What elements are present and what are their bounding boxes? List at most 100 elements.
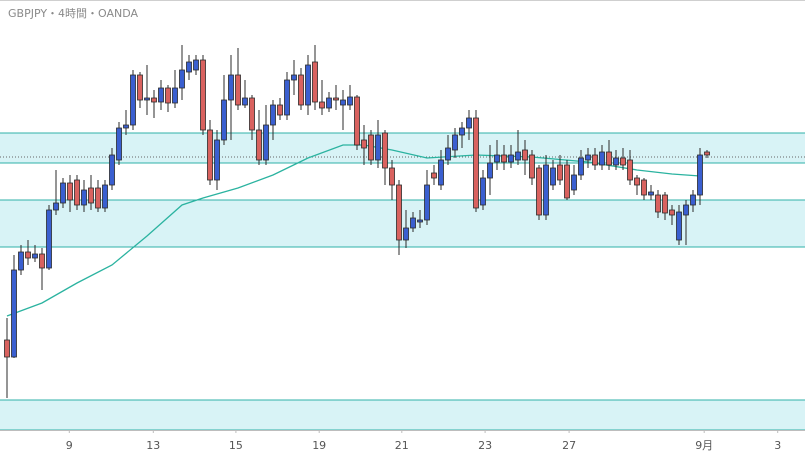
candle-body (305, 64, 311, 106)
x-tick-label: 19 (312, 439, 326, 452)
candle-body (137, 74, 143, 101)
candle-body (144, 97, 150, 101)
candle-body (319, 101, 325, 109)
candle-body (592, 154, 598, 166)
candle-body (235, 74, 241, 106)
candle-body (669, 209, 675, 216)
candle-body (207, 129, 213, 181)
candle-body (445, 147, 451, 161)
candle-body (95, 187, 101, 209)
candle-body (375, 134, 381, 161)
candle-body (641, 179, 647, 196)
candle-body (697, 154, 703, 196)
candle-body (634, 177, 640, 186)
candle-body (172, 87, 178, 104)
candle-body (515, 151, 521, 161)
candle-body (627, 159, 633, 181)
candle-body (179, 69, 185, 89)
candle-body (508, 154, 514, 163)
x-tick-label: 27 (562, 439, 576, 452)
candle-body (277, 104, 283, 116)
candle-body (361, 139, 367, 149)
candle-body (578, 157, 584, 176)
candle-body (522, 149, 528, 161)
candle-body (599, 151, 605, 166)
candle-body (557, 164, 563, 181)
candle-body (417, 219, 423, 223)
candle-body (200, 59, 206, 131)
candle-body (683, 204, 689, 216)
candle-body (298, 74, 304, 106)
candle-body (242, 97, 248, 106)
candle-body (354, 96, 360, 146)
candle-body (249, 97, 255, 131)
x-tick-label: 15 (229, 439, 243, 452)
candle-body (550, 167, 556, 186)
candle-body (571, 174, 577, 191)
x-tick-label: 9 (66, 439, 73, 452)
candle-body (102, 184, 108, 209)
candle-body (655, 194, 661, 213)
plot-area (0, 45, 805, 431)
candle-body (46, 209, 52, 269)
candle-body (389, 167, 395, 186)
zone (0, 133, 805, 163)
x-tick-label: 3 (774, 439, 781, 452)
zone (0, 200, 805, 247)
candle-body (312, 61, 318, 103)
candle-body (270, 104, 276, 126)
candle-body (186, 61, 192, 73)
candle-body (291, 74, 297, 81)
candle-body (473, 117, 479, 209)
candle-body (123, 124, 129, 129)
candle-body (466, 117, 472, 129)
candle-body (382, 132, 388, 169)
x-tick-label: 9月 (695, 439, 713, 452)
candle-body (74, 179, 80, 206)
candle-body (662, 194, 668, 214)
x-tick-label: 23 (478, 439, 492, 452)
candle-body (704, 151, 710, 156)
candle-body (333, 97, 339, 101)
candle-body (396, 184, 402, 241)
candle-body (81, 189, 87, 206)
candle-body (368, 134, 374, 161)
candle-body (452, 134, 458, 151)
candle-body (690, 194, 696, 206)
candle-body (543, 164, 549, 216)
candle-body (431, 172, 437, 179)
candle-body (228, 74, 234, 101)
candle-body (25, 251, 31, 259)
candle-body (221, 99, 227, 141)
candle-body (284, 79, 290, 116)
candle-body (53, 202, 59, 211)
candle-body (39, 253, 45, 269)
candle-body (459, 127, 465, 136)
candle-body (501, 154, 507, 163)
candle-body (116, 127, 122, 161)
candle-body (529, 154, 535, 179)
candle-body (263, 124, 269, 161)
candle-body (347, 96, 353, 106)
candle-body (60, 182, 66, 204)
candle-body (109, 154, 115, 186)
chart-title: GBPJPY・4時間・OANDA (8, 7, 139, 20)
candle-body (487, 162, 493, 179)
candle-body (606, 151, 612, 166)
zone (0, 400, 805, 430)
candle-body (536, 167, 542, 216)
candle-body (613, 157, 619, 166)
candle-body (494, 154, 500, 163)
candle-body (193, 59, 199, 71)
candle-body (326, 97, 332, 109)
candle-body (165, 87, 171, 104)
candle-body (585, 154, 591, 161)
candle-body (424, 184, 430, 221)
candle-body (4, 339, 10, 358)
candle-body (256, 129, 262, 161)
candle-body (158, 87, 164, 103)
candle-body (410, 217, 416, 229)
candle-body (32, 253, 38, 259)
